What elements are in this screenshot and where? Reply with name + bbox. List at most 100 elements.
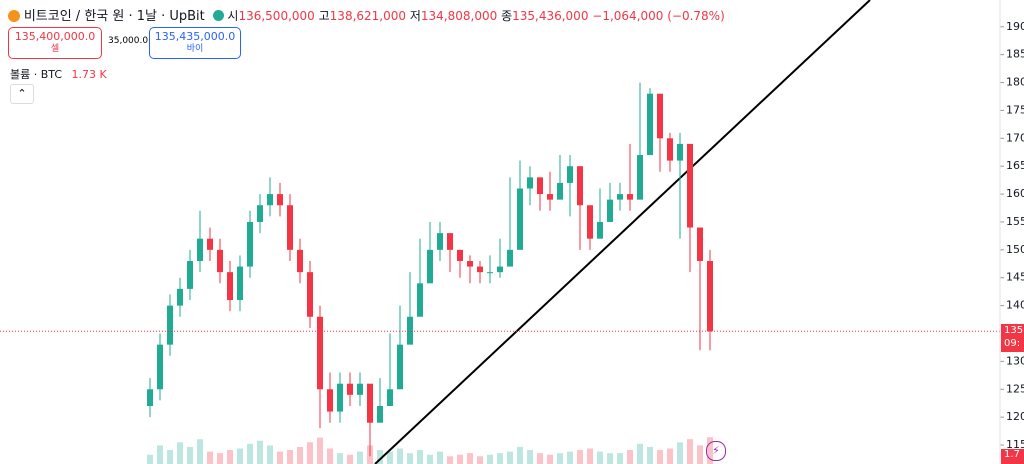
- candle-body: [267, 194, 273, 206]
- y-tick-label: 140: [1006, 299, 1024, 312]
- candle-body: [187, 261, 193, 289]
- y-tick-label: 155: [1006, 215, 1024, 228]
- volume-bar: [327, 448, 333, 464]
- volume-bar: [267, 445, 273, 464]
- candle-body: [637, 155, 643, 200]
- candle-body: [357, 383, 363, 395]
- volume-label: 볼륨 · BTC: [10, 68, 63, 81]
- sell-price: 135,400,000.0: [14, 30, 96, 43]
- candle-body: [167, 305, 173, 345]
- price-axis: [1000, 0, 1024, 464]
- volume-bar: [357, 451, 363, 464]
- candle-body: [197, 238, 203, 261]
- y-tick-label: 115: [1006, 438, 1024, 451]
- alert-icon[interactable]: ⚡: [706, 441, 726, 461]
- volume-bar: [647, 446, 653, 464]
- volume-bar: [347, 454, 353, 464]
- volume-bar: [507, 451, 513, 464]
- candle-body: [207, 238, 213, 250]
- candle-body: [277, 194, 283, 206]
- volume-bar: [557, 453, 563, 464]
- spread: 35,000.0: [108, 36, 149, 46]
- header: 비트코인 / 한국 원 · 1날 · UpBit 시136,500,000 고1…: [8, 5, 725, 24]
- candle-body: [287, 205, 293, 250]
- y-tick-label: 180: [1006, 76, 1024, 89]
- candle-body: [377, 406, 383, 423]
- y-tick-label: 190: [1006, 20, 1024, 33]
- candle-body: [247, 221, 253, 267]
- volume-bar: [337, 453, 343, 464]
- buy-button[interactable]: 135,435,000.0 바이: [149, 27, 241, 59]
- volume-bar: [487, 454, 493, 464]
- volume-bar: [687, 439, 693, 464]
- low-label: 저: [409, 9, 421, 23]
- y-tick-label: 150: [1006, 243, 1024, 256]
- countdown: 09:: [1004, 338, 1021, 349]
- candle-body: [467, 261, 473, 267]
- candle-body: [347, 383, 353, 395]
- candle-body: [587, 205, 593, 239]
- candle-body: [177, 288, 183, 306]
- candle-body: [677, 143, 683, 161]
- sell-button[interactable]: 135,400,000.0 셀: [8, 27, 102, 59]
- candle-body: [517, 188, 523, 250]
- status-dot: [212, 10, 224, 21]
- low: 134,808,000: [420, 9, 498, 23]
- close: 135,436,000: [512, 9, 589, 23]
- trend-line: [374, 0, 871, 464]
- candle-body: [697, 227, 703, 261]
- candle-body: [607, 199, 613, 222]
- candle-body: [707, 261, 713, 332]
- candle-body: [487, 272, 493, 274]
- candle-body: [497, 266, 503, 273]
- volume-bar: [537, 453, 543, 464]
- candle-body: [367, 383, 373, 423]
- volume-bar: [197, 439, 203, 464]
- high: 138,621,000: [329, 9, 407, 23]
- volume-bar: [637, 443, 643, 464]
- candle-body: [457, 249, 463, 261]
- volume-bar: [407, 453, 413, 464]
- volume-bar: [397, 448, 403, 464]
- open-label: 시: [227, 9, 239, 23]
- candle-body: [227, 272, 233, 301]
- volume-bar: [157, 445, 163, 464]
- candle-body: [297, 249, 303, 273]
- candle-body: [157, 344, 163, 390]
- volume-bar: [627, 450, 633, 464]
- volume-bar: [497, 453, 503, 464]
- volume-bar: [527, 450, 533, 464]
- candle-body: [687, 143, 693, 228]
- volume-bar: [517, 446, 523, 464]
- candle-body: [407, 316, 413, 345]
- candle-body: [477, 266, 483, 273]
- volume-bar: [607, 453, 613, 464]
- high-label: 고: [318, 9, 330, 23]
- y-tick-label: 175: [1006, 103, 1024, 116]
- candle-body: [307, 272, 313, 317]
- volume-bar: [677, 442, 683, 464]
- price-tag: 135 09:: [1001, 324, 1024, 352]
- volume-bar: [217, 453, 223, 464]
- volume-bar: [477, 456, 483, 464]
- volume-bar: [147, 454, 153, 464]
- coin-icon: [8, 10, 20, 22]
- candle-body: [217, 249, 223, 273]
- volume-bar: [237, 448, 243, 464]
- y-tick-label: 120: [1006, 410, 1024, 423]
- volume-bar: [667, 448, 673, 464]
- volume-bar: [307, 442, 313, 464]
- volume-bar: [247, 443, 253, 464]
- y-tick-label: 145: [1006, 271, 1024, 284]
- volume-bar: [297, 446, 303, 464]
- volume-bar: [447, 456, 453, 464]
- candle-body: [447, 233, 453, 250]
- y-tick-label: 170: [1006, 131, 1024, 144]
- volume-bar: [707, 437, 713, 464]
- candle-body: [417, 283, 423, 317]
- sell-label: 셀: [50, 44, 60, 54]
- collapse-button[interactable]: ⌃: [10, 84, 34, 104]
- volume-bar: [547, 454, 553, 464]
- y-tick-label: 130: [1006, 354, 1024, 367]
